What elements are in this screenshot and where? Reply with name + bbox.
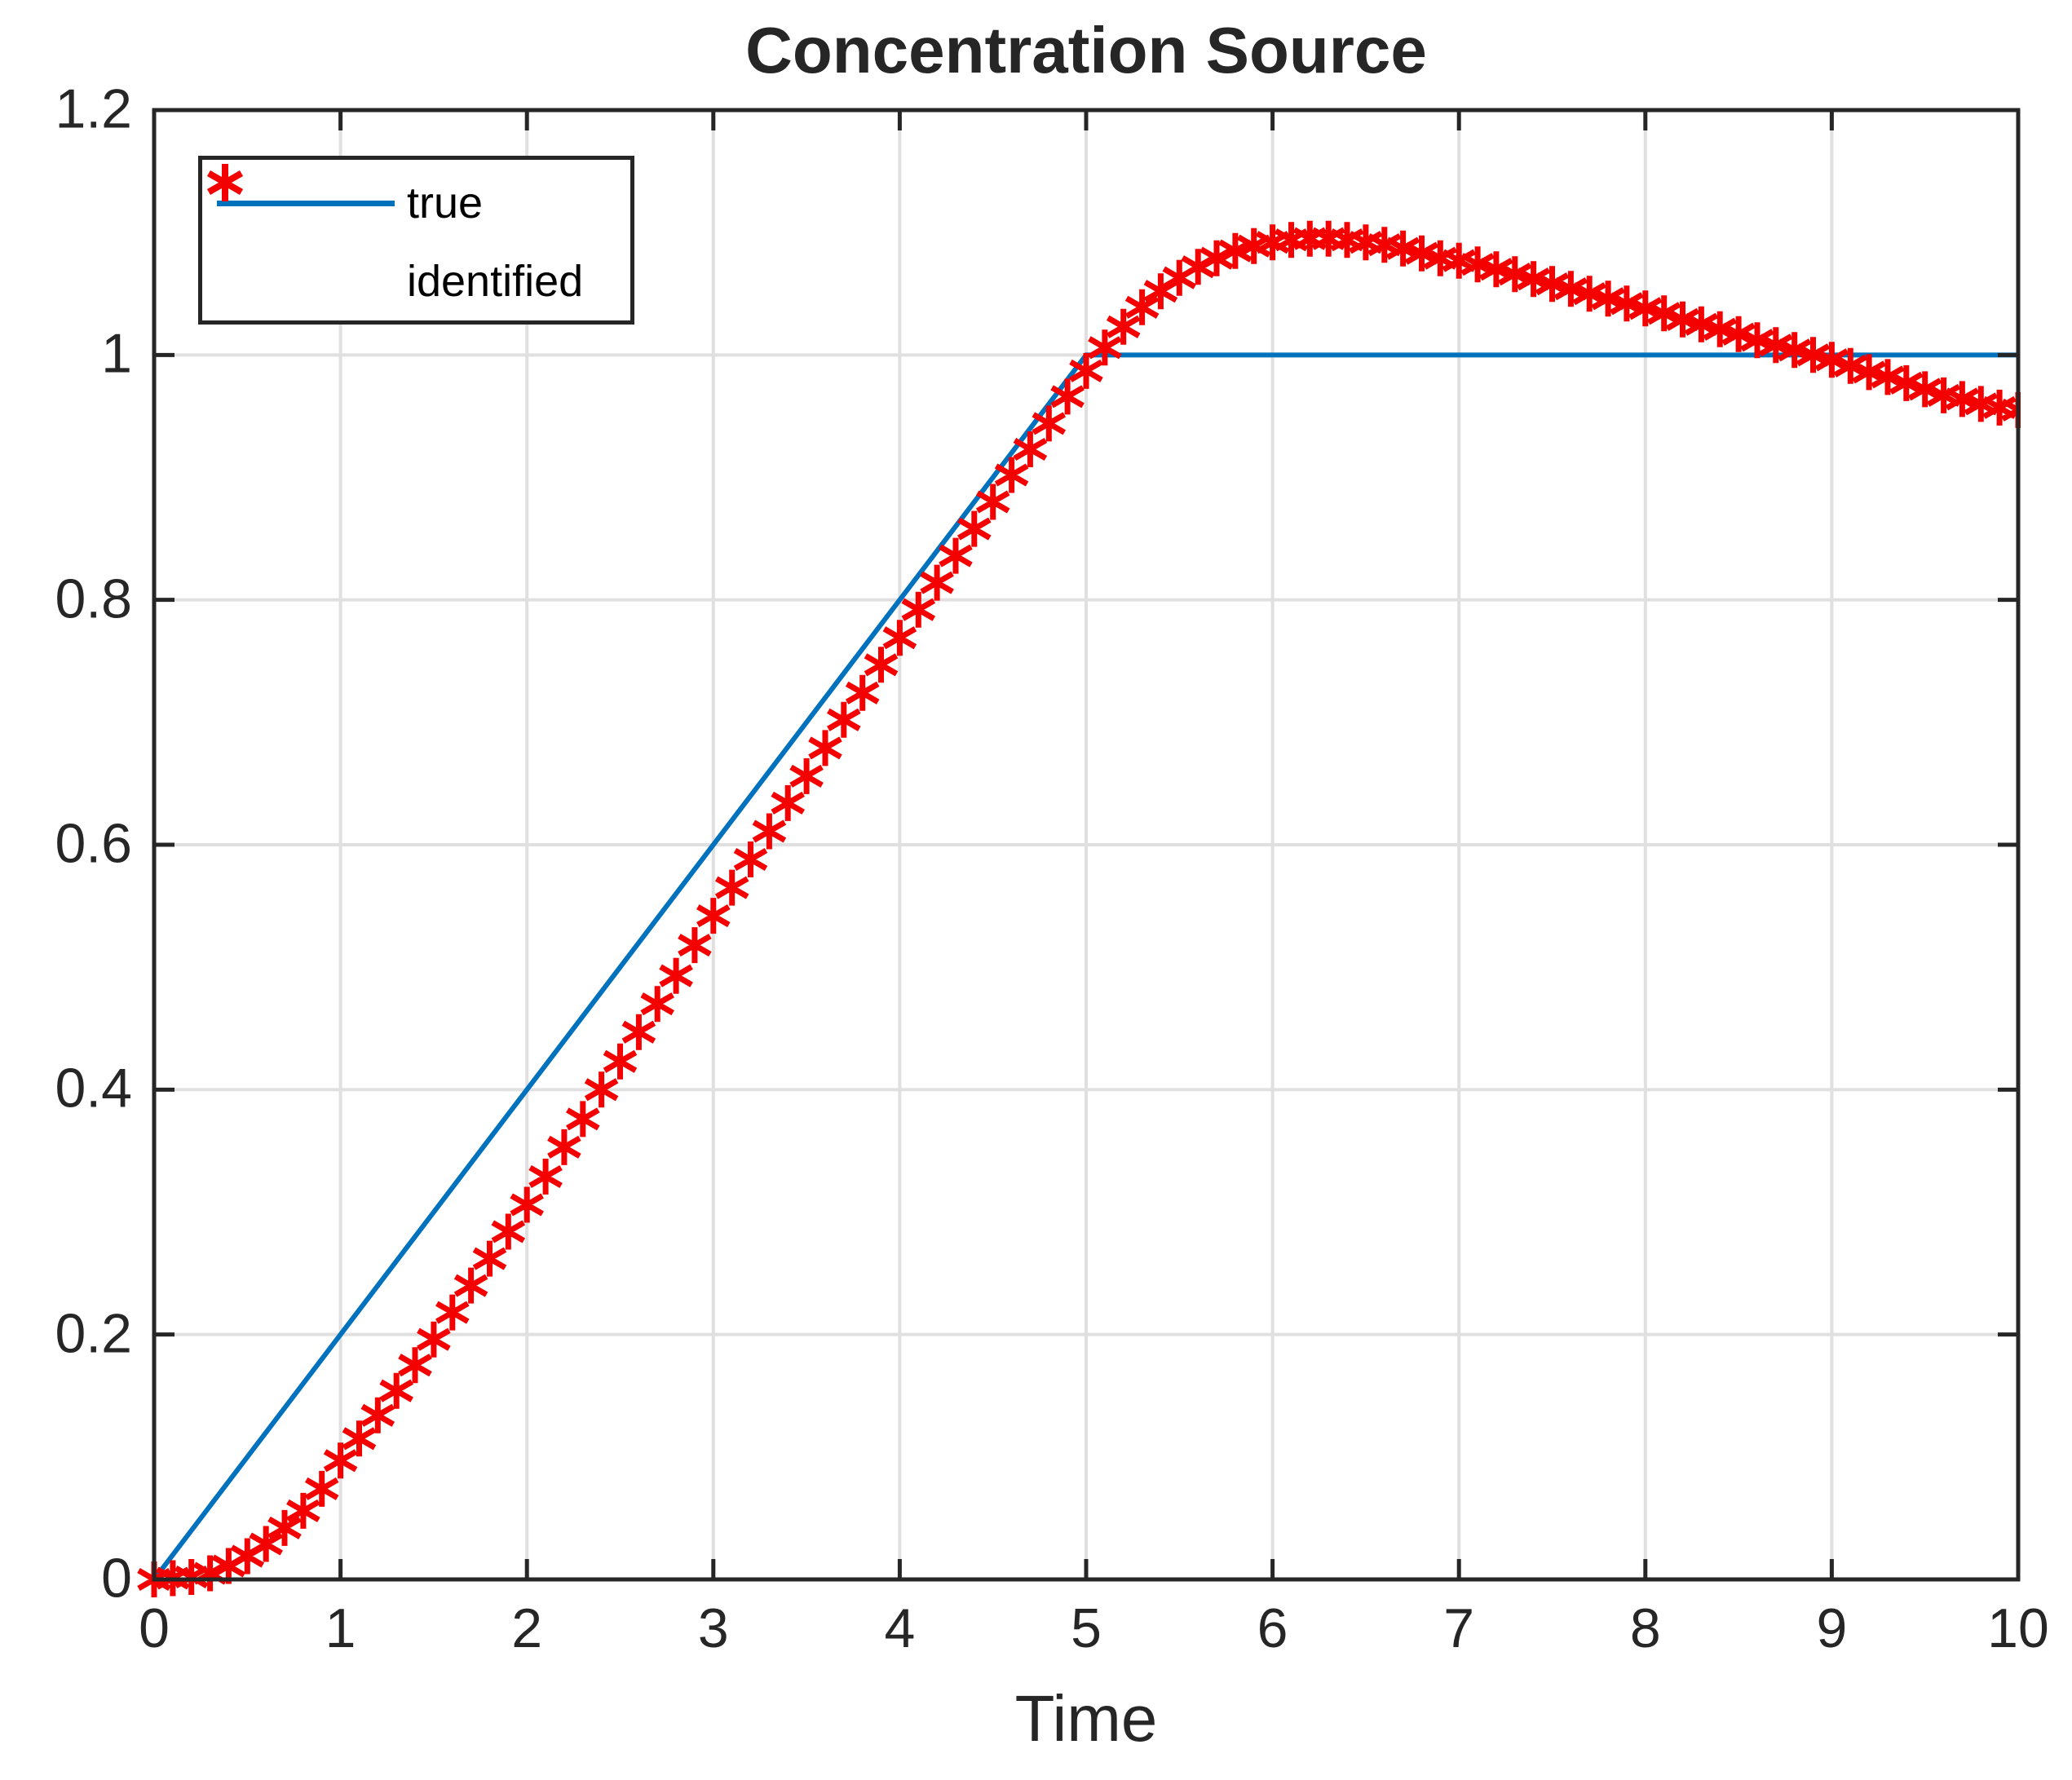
y-tick-label: 0.6 — [55, 812, 132, 875]
legend-label-identified: identified — [407, 257, 584, 306]
legend-line-swatch-true — [217, 201, 395, 206]
y-tick-label: 0 — [101, 1547, 132, 1610]
y-tick-label: 1.2 — [55, 77, 132, 140]
x-tick-label: 9 — [1816, 1597, 1848, 1659]
x-tick-label: 0 — [139, 1597, 170, 1659]
x-tick-label: 3 — [697, 1597, 729, 1659]
y-tick-label: 0.8 — [55, 568, 132, 630]
x-tick-label: 4 — [884, 1597, 916, 1659]
x-tick-label: 8 — [1629, 1597, 1661, 1659]
y-tick-label: 0.2 — [55, 1302, 132, 1365]
asterisk-marker-icon — [207, 164, 243, 201]
x-tick-label: 2 — [511, 1597, 543, 1659]
y-tick-label: 0.4 — [55, 1057, 132, 1120]
x-tick-label: 5 — [1071, 1597, 1102, 1659]
legend: true identified — [198, 156, 634, 325]
x-tick-label: 6 — [1257, 1597, 1288, 1659]
x-tick-label: 1 — [325, 1597, 356, 1659]
axes-box — [152, 108, 2021, 1582]
x-tick-label: 10 — [1987, 1597, 2049, 1659]
x-tick-label: 7 — [1443, 1597, 1475, 1659]
x-axis-label: Time — [1014, 1682, 1158, 1755]
legend-label-true: true — [407, 179, 484, 227]
chart-title: Concentration Source — [745, 14, 1427, 86]
y-tick-label: 1 — [101, 322, 132, 385]
